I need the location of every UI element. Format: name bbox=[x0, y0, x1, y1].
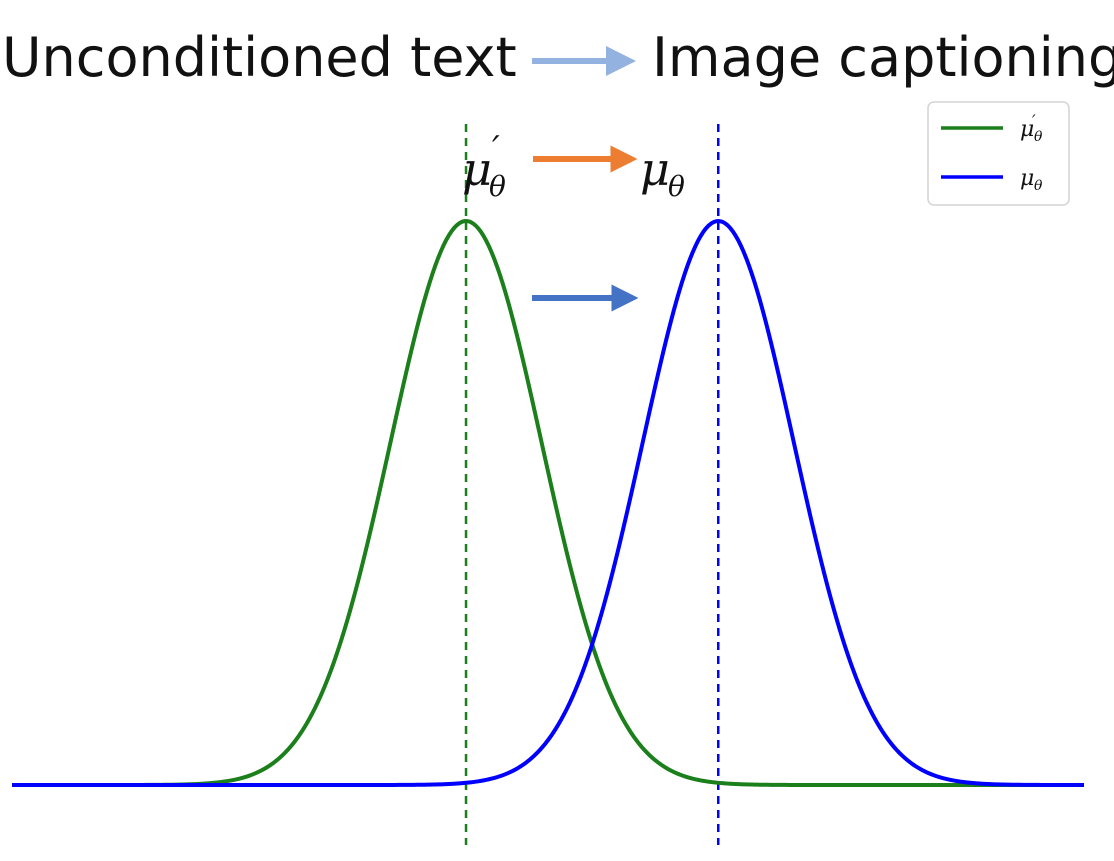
legend: μ ′ θ μ θ bbox=[927, 101, 1070, 206]
mu-symbol: μ bbox=[640, 142, 670, 196]
mu-subscript: θ bbox=[668, 170, 685, 203]
mu-prime-symbol: μ bbox=[462, 142, 492, 196]
mu-prime-mark: ′ bbox=[492, 129, 500, 169]
header-left-text: Unconditioned text bbox=[2, 26, 517, 89]
legend-mu-prime-subscript: θ bbox=[1034, 129, 1043, 145]
header-right-text: Image captioning bbox=[652, 26, 1114, 89]
legend-item-mu-prime: μ ′ θ bbox=[941, 111, 1043, 145]
legend-mu-symbol: μ bbox=[1020, 166, 1034, 191]
mu-prime-subscript: θ bbox=[489, 170, 506, 203]
mu-prime-distribution-curve bbox=[12, 219, 1084, 787]
mu-prime-label: μ ′ θ bbox=[462, 129, 506, 203]
mu-distribution-curve bbox=[12, 219, 1085, 787]
legend-mu-prime-symbol: μ bbox=[1020, 117, 1034, 142]
legend-mu-subscript: θ bbox=[1034, 178, 1043, 194]
legend-item-mu: μ θ bbox=[941, 166, 1043, 194]
mu-label: μ θ bbox=[640, 142, 685, 203]
legend-box bbox=[927, 101, 1070, 206]
legend-mu-prime-mark: ′ bbox=[1032, 111, 1036, 130]
